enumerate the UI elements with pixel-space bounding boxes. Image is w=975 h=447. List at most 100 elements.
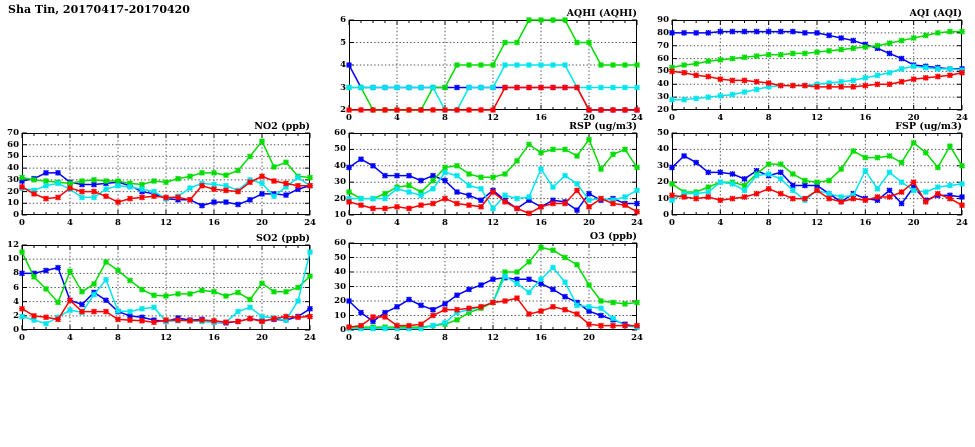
series-marker — [442, 306, 448, 313]
series-marker — [55, 264, 61, 271]
y-tick-label: 0 — [340, 325, 346, 335]
series-marker — [550, 84, 556, 91]
y-tick-label: 10 — [7, 254, 19, 265]
series-marker — [598, 107, 604, 113]
series-marker — [622, 146, 628, 153]
series-marker — [538, 276, 544, 283]
series-marker — [574, 153, 580, 159]
y-tick-label: 60 — [334, 128, 346, 138]
series-marker — [127, 277, 133, 284]
y-tick-label: 30 — [7, 174, 19, 185]
series-marker — [295, 298, 301, 304]
series-marker — [946, 28, 953, 35]
series-marker — [103, 297, 109, 304]
series-marker — [295, 182, 301, 189]
series-marker — [406, 107, 412, 113]
series-marker — [91, 281, 97, 287]
series-marker — [669, 192, 675, 199]
series-marker — [669, 180, 675, 187]
series-marker — [223, 199, 229, 206]
series-marker — [562, 279, 568, 286]
series-marker — [538, 203, 544, 210]
series-marker — [550, 200, 556, 207]
series-marker — [610, 151, 616, 158]
series-marker — [67, 268, 73, 275]
series-marker — [850, 192, 857, 199]
series-marker — [598, 84, 604, 91]
series-marker — [67, 180, 73, 187]
x-tick-label: 4 — [394, 218, 400, 228]
series-marker — [346, 62, 352, 68]
series-marker — [946, 143, 953, 150]
series-marker — [127, 317, 133, 324]
series-marker — [454, 189, 460, 195]
series-marker — [934, 29, 941, 36]
series-marker — [430, 177, 436, 184]
y-tick-label: 0 — [13, 325, 19, 335]
series-marker — [31, 187, 37, 194]
y-tick-label: 20 — [657, 177, 669, 188]
panel-title-so2: SO2 (ppb) — [256, 233, 310, 244]
series-marker — [562, 200, 568, 207]
series-marker — [91, 308, 97, 315]
series-marker — [634, 164, 640, 171]
series-marker — [271, 164, 277, 170]
series-marker — [586, 282, 592, 288]
series-marker — [406, 84, 412, 91]
series-marker — [826, 177, 833, 184]
series-marker — [223, 293, 229, 299]
series-marker — [454, 107, 460, 113]
series-marker — [139, 314, 145, 321]
series-marker — [693, 60, 700, 67]
series-marker — [55, 316, 61, 323]
series-marker — [67, 297, 73, 304]
panel-title-no2: NO2 (ppb) — [254, 121, 310, 132]
series-marker — [741, 77, 748, 84]
series-marker — [959, 180, 965, 187]
series-marker — [442, 300, 448, 307]
series-marker — [789, 171, 796, 177]
x-tick-label: 8 — [115, 218, 121, 228]
y-tick-label: 60 — [334, 238, 346, 248]
series-marker — [717, 56, 724, 63]
series-marker — [91, 188, 97, 195]
y-tick-label: 90 — [657, 15, 669, 25]
series-marker — [454, 306, 460, 313]
series-marker — [705, 73, 712, 80]
series-marker — [801, 29, 808, 36]
y-tick-label: 10 — [334, 210, 346, 220]
series-marker — [19, 249, 25, 256]
series-marker — [103, 308, 109, 315]
series-marker — [466, 305, 472, 312]
series-marker — [681, 29, 688, 36]
series-marker — [538, 308, 544, 315]
series-marker — [19, 270, 25, 277]
series-marker — [681, 153, 688, 159]
series-marker — [610, 200, 616, 207]
series-marker — [271, 178, 277, 184]
series-marker — [814, 29, 820, 36]
series-marker — [622, 84, 628, 91]
y-tick-label: 80 — [657, 27, 669, 38]
series-marker — [598, 322, 604, 329]
series-marker — [19, 178, 25, 184]
y-tick-label: 70 — [7, 128, 19, 138]
series-marker — [526, 141, 532, 148]
series-marker — [490, 107, 496, 113]
y-tick-label: 8 — [13, 268, 19, 279]
series-marker — [502, 273, 508, 280]
series-marker — [586, 197, 592, 204]
series-marker — [838, 46, 845, 53]
series-marker — [910, 63, 917, 70]
series-marker — [139, 181, 145, 188]
series-marker — [693, 29, 700, 36]
series-marker — [898, 65, 905, 72]
series-marker — [789, 82, 796, 89]
x-tick-label: 8 — [442, 113, 448, 123]
series-marker — [801, 195, 808, 202]
series-marker — [538, 84, 544, 91]
series-marker — [850, 195, 857, 202]
series-marker — [115, 267, 121, 274]
series-marker — [705, 29, 712, 36]
series-marker — [850, 83, 857, 90]
